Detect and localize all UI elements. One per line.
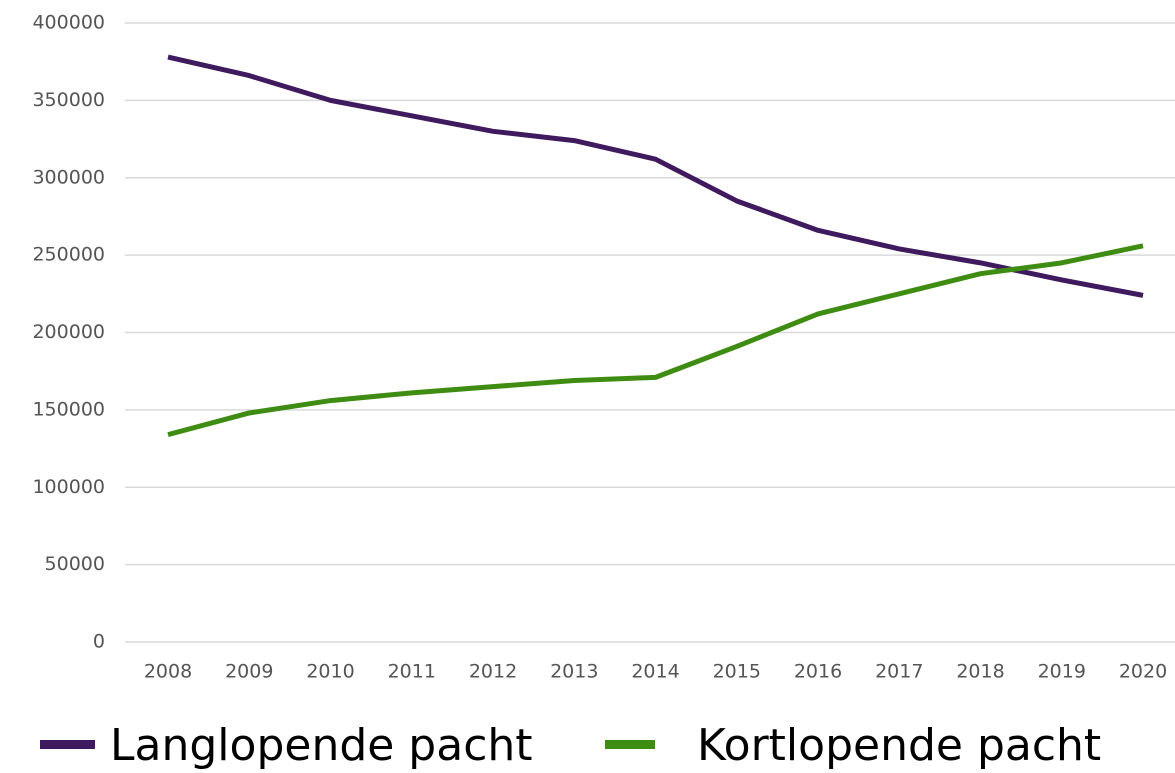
line-series <box>167 54 1144 298</box>
x-tick-label: 2013 <box>550 661 598 683</box>
x-tick-label: 2008 <box>144 661 192 683</box>
y-tick-label: 100000 <box>32 476 105 498</box>
y-tick-label: 150000 <box>32 398 105 420</box>
x-tick-label: 2010 <box>306 661 354 683</box>
y-tick-label: 50000 <box>45 553 105 575</box>
x-tick-label: 2014 <box>631 661 679 683</box>
x-tick-label: 2019 <box>1038 661 1086 683</box>
line-series <box>167 243 1144 438</box>
x-tick-label: 2011 <box>388 661 436 683</box>
legend-text: Langlopende pacht <box>110 720 533 771</box>
x-tick-label: 2016 <box>794 661 842 683</box>
y-tick-label: 350000 <box>32 89 105 111</box>
x-tick-label: 2015 <box>713 661 761 683</box>
legend-text: Kortlopende pacht <box>697 720 1101 771</box>
y-tick-label: 250000 <box>32 244 105 266</box>
x-tick-label: 2017 <box>875 661 923 683</box>
legend-swatch <box>40 740 95 749</box>
y-tick-label: 300000 <box>32 166 105 188</box>
legend-swatch <box>605 740 655 749</box>
y-tick-label: 0 <box>93 631 105 653</box>
x-tick-label: 2020 <box>1119 661 1167 683</box>
x-tick-label: 2012 <box>469 661 517 683</box>
x-tick-label: 2018 <box>956 661 1004 683</box>
y-tick-label: 200000 <box>32 321 105 343</box>
y-tick-label: 400000 <box>32 12 105 34</box>
x-tick-label: 2009 <box>225 661 273 683</box>
